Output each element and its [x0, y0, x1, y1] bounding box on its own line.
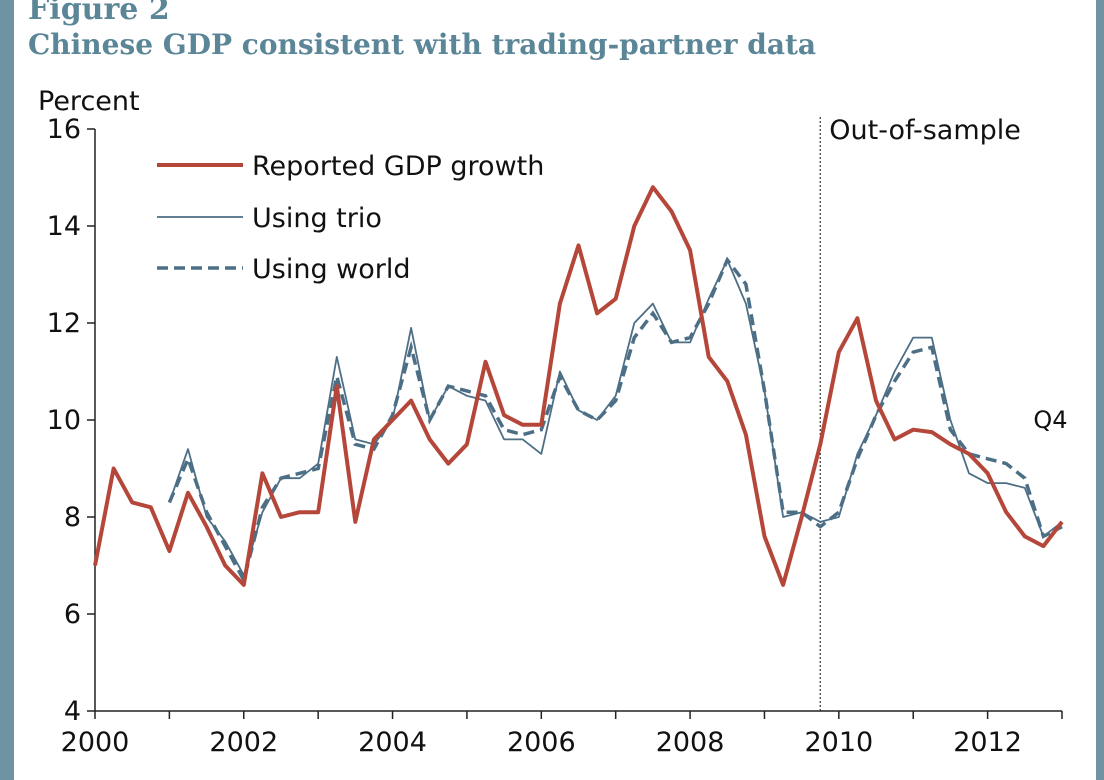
x-tick-label: 2012 — [953, 727, 1022, 758]
chart-legend: Reported GDP growth Using trio Using wor… — [157, 151, 544, 285]
series-line-reported — [93, 185, 1064, 587]
series-line-trio — [168, 258, 1063, 577]
chart-annotations: Percent Out-of-sample Q4 — [38, 86, 1068, 434]
x-tick-label: 2010 — [804, 727, 873, 758]
y-tick-label: 8 — [64, 502, 81, 533]
y-tick-label: 14 — [47, 211, 81, 242]
y-axis-label: Percent — [38, 86, 140, 117]
x-tick-label: 2006 — [507, 727, 576, 758]
figure-title: Chinese GDP consistent with trading-part… — [28, 28, 817, 61]
y-tick-label: 4 — [64, 696, 81, 727]
figure-label: Figure 2 — [28, 0, 170, 27]
q4-label: Q4 — [1033, 406, 1067, 434]
y-tick-label: 16 — [47, 114, 81, 145]
y-tick-label: 10 — [47, 405, 81, 436]
chart-axes: 4 6 8 10 12 14 16 2000 2002 2004 2006 2008 2010 2012 — [47, 114, 1063, 758]
x-tick-label: 2008 — [656, 727, 725, 758]
chart-series — [93, 185, 1064, 587]
x-tick-label: 2004 — [358, 727, 427, 758]
legend-label-trio: Using trio — [252, 203, 382, 234]
x-tick-label: 2000 — [61, 727, 130, 758]
y-tick-label: 12 — [47, 308, 81, 339]
out-of-sample-label: Out-of-sample — [829, 115, 1021, 146]
y-tick-label: 6 — [64, 599, 81, 630]
series-line-world — [167, 256, 1063, 585]
legend-label-world: Using world — [252, 254, 411, 285]
legend-label-reported: Reported GDP growth — [252, 151, 544, 182]
x-tick-label: 2002 — [209, 727, 278, 758]
